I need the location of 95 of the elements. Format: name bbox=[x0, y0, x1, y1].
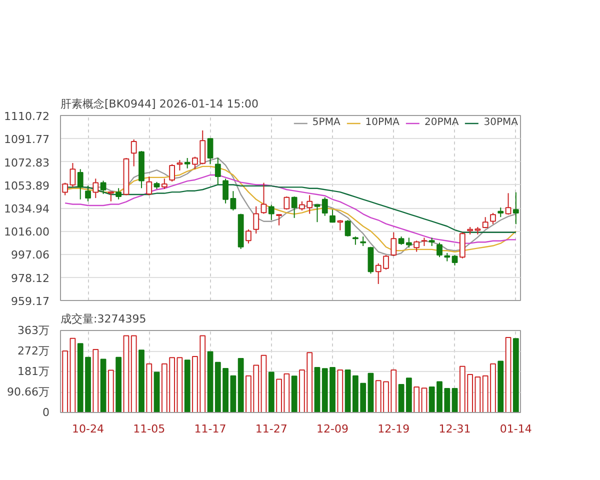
x-tick-label: 11-27 bbox=[255, 422, 288, 436]
candlestick bbox=[62, 182, 68, 196]
candlestick bbox=[344, 220, 351, 237]
candlestick bbox=[498, 207, 504, 218]
candlestick bbox=[253, 206, 260, 234]
bar bbox=[368, 372, 374, 412]
bar bbox=[130, 335, 137, 412]
bar bbox=[207, 351, 214, 412]
chart-title: 成交量:3274395 bbox=[60, 312, 146, 326]
x-tick-label: 11-17 bbox=[194, 422, 226, 436]
candlestick bbox=[459, 232, 466, 259]
y-tick-label: 1034.94 bbox=[4, 202, 50, 216]
y-tick-label: 1053.89 bbox=[4, 179, 50, 192]
candlestick bbox=[330, 209, 336, 224]
candlestick bbox=[260, 182, 267, 214]
bar bbox=[314, 367, 320, 412]
candlestick bbox=[452, 254, 458, 266]
y-tick-label: 0 bbox=[42, 406, 50, 419]
y-tick-label: 272万 bbox=[18, 344, 50, 358]
x-tick-label: 10-24 bbox=[72, 422, 104, 436]
bar bbox=[100, 358, 106, 412]
bar bbox=[70, 338, 76, 412]
chart-title: 肝素概念[BK0944] 2026-01-14 15:00 bbox=[60, 98, 258, 110]
bar bbox=[238, 358, 244, 412]
bar bbox=[138, 350, 144, 412]
bar bbox=[291, 376, 298, 412]
y-tick-label: 978.12 bbox=[11, 272, 50, 285]
candlestick bbox=[414, 240, 420, 252]
y-tick-label: 90.66万 bbox=[7, 386, 50, 399]
candlestick bbox=[390, 232, 397, 256]
candlestick bbox=[116, 188, 122, 200]
x-tick-label: 12-19 bbox=[378, 422, 410, 436]
y-tick-label: 1072.83 bbox=[4, 156, 50, 170]
bar bbox=[123, 335, 130, 412]
bar bbox=[498, 360, 504, 412]
bar bbox=[92, 348, 99, 412]
candlestick bbox=[284, 196, 290, 210]
y-tick-label: 181万 bbox=[18, 365, 50, 378]
candlestick bbox=[100, 180, 106, 195]
candlestick bbox=[85, 185, 91, 202]
x-tick-label: 12-09 bbox=[316, 422, 349, 436]
candlestick bbox=[246, 228, 252, 244]
candlestick bbox=[77, 168, 84, 200]
candlestick bbox=[436, 242, 442, 258]
candlestick bbox=[314, 204, 320, 223]
candlestick bbox=[505, 192, 512, 216]
candlestick bbox=[130, 138, 137, 167]
candlestick bbox=[268, 204, 274, 221]
candlestick bbox=[406, 237, 412, 248]
candlestick bbox=[291, 196, 298, 218]
candlestick bbox=[490, 212, 496, 225]
bar bbox=[421, 388, 428, 412]
bar bbox=[452, 388, 458, 412]
bar bbox=[154, 372, 160, 412]
y-tick-label: 1016.00 bbox=[4, 226, 50, 239]
x-tick-label: 01-14 bbox=[500, 422, 532, 436]
candlestick bbox=[184, 158, 190, 169]
legend-label: 30PMA bbox=[484, 117, 518, 128]
candlestick bbox=[337, 220, 344, 231]
y-tick-label: 1091.77 bbox=[4, 133, 50, 146]
bar bbox=[337, 370, 344, 412]
bar bbox=[108, 370, 114, 412]
candlestick bbox=[176, 160, 183, 171]
legend-label: 5PMA bbox=[312, 117, 340, 128]
candlestick bbox=[70, 162, 76, 188]
y-tick-label: 1110.72 bbox=[4, 110, 50, 123]
candlestick bbox=[169, 164, 176, 182]
bar bbox=[62, 350, 68, 412]
x-tick-label: 11-05 bbox=[133, 422, 166, 436]
candlestick bbox=[146, 176, 152, 196]
candlestick bbox=[207, 138, 214, 165]
bar bbox=[268, 372, 274, 412]
bar bbox=[414, 386, 420, 412]
candlestick bbox=[512, 192, 519, 225]
candlestick bbox=[161, 178, 168, 190]
bar bbox=[184, 360, 190, 412]
y-tick-label: 997.06 bbox=[11, 248, 50, 262]
x-tick-label: 12-31 bbox=[438, 422, 471, 436]
bar bbox=[474, 376, 481, 412]
candlestick bbox=[214, 158, 221, 186]
bar bbox=[406, 378, 412, 412]
legend-label: 10PMA bbox=[365, 117, 400, 128]
bar bbox=[260, 354, 267, 412]
y-tick-label: 959.17 bbox=[11, 295, 50, 308]
candlestick bbox=[92, 178, 99, 199]
y-tick-label: 363万 bbox=[18, 324, 50, 337]
bar bbox=[176, 357, 183, 412]
bar bbox=[505, 337, 512, 412]
bar bbox=[146, 363, 152, 412]
candlestick bbox=[322, 196, 328, 216]
bar bbox=[512, 338, 519, 412]
candlestick bbox=[276, 214, 282, 226]
legend-label: 20PMA bbox=[424, 117, 459, 128]
bar bbox=[398, 384, 404, 412]
bar bbox=[116, 356, 122, 412]
